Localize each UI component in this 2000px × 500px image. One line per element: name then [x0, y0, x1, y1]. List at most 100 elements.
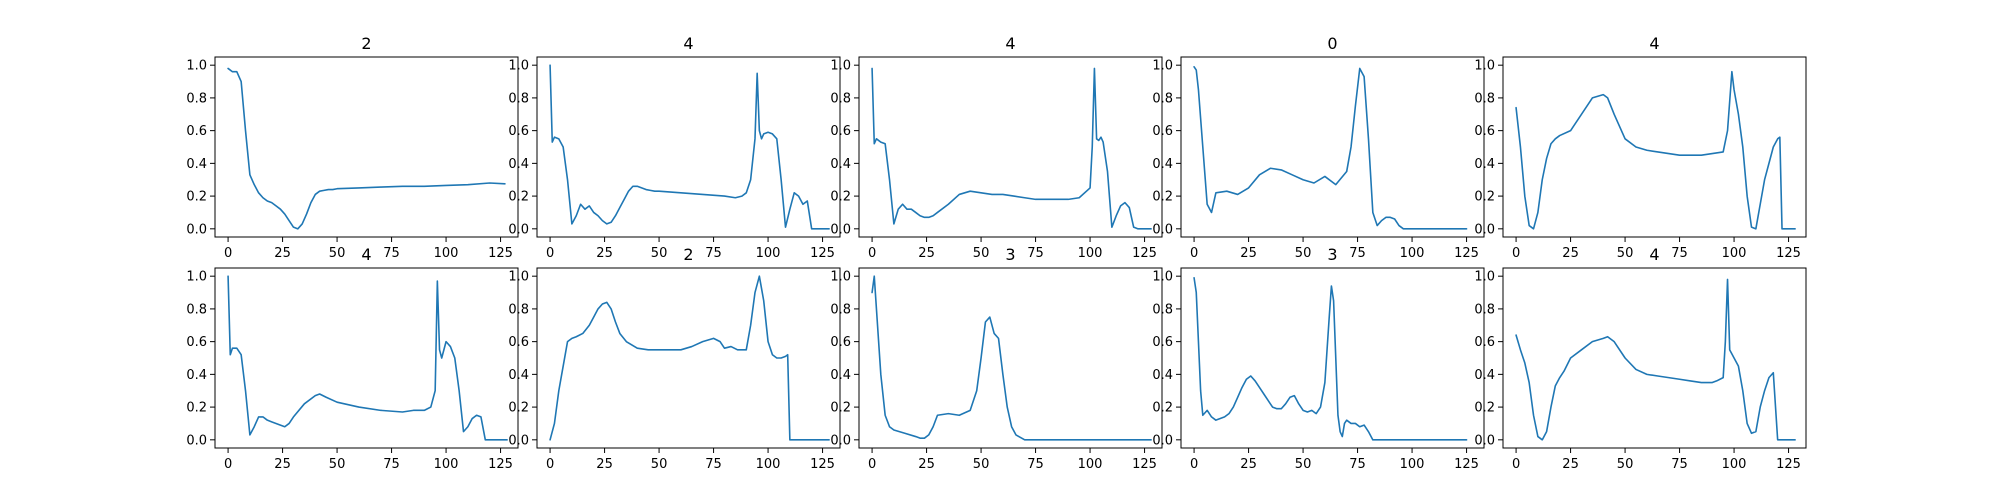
x-tick-label: 100: [1722, 246, 1747, 261]
subplot-title: 0: [1327, 34, 1337, 53]
x-tick-label: 0: [224, 246, 232, 261]
x-tick-label: 25: [274, 246, 291, 261]
series-line: [1515, 278, 1796, 441]
y-tick-label: 0.4: [830, 157, 851, 172]
y-tick-label: 0.2: [1474, 190, 1495, 205]
x-tick-label: 50: [1295, 457, 1312, 472]
subplot-3: 4 0 25 50 75 100 125 0.0 0.2 0.4 0.6 0.8 1.0: [830, 34, 1163, 261]
axes-frame: [214, 267, 519, 449]
x-tick-label: 25: [918, 457, 935, 472]
series-line: [1193, 277, 1468, 441]
subplot-title: 4: [1649, 245, 1659, 264]
y-tick-label: 0.4: [1474, 157, 1495, 172]
y-tick-label: 0.6: [1474, 335, 1495, 350]
y-tick-label: 0.4: [508, 368, 529, 383]
y-tick-label: 0.8: [830, 302, 851, 317]
y-tick-label: 0.6: [508, 335, 529, 350]
x-tick-label: 50: [329, 457, 346, 472]
x-tick-label: 125: [810, 457, 835, 472]
y-tick-label: 1.0: [1152, 59, 1173, 74]
y-tick-label: 0.4: [186, 368, 207, 383]
y-tick-label: 0.0: [1152, 222, 1173, 237]
x-tick-label: 0: [1512, 457, 1520, 472]
x-tick-label: 75: [1349, 246, 1366, 261]
y-tick-label: 0.2: [508, 401, 529, 416]
series-line: [549, 64, 830, 230]
y-tick-label: 0.4: [1152, 157, 1173, 172]
x-tick-label: 25: [1562, 457, 1579, 472]
subplot-title: 4: [683, 34, 693, 53]
y-tick-label: 0.0: [186, 433, 207, 448]
subplot-4: 0 0 25 50 75 100 125 0.0 0.2 0.4 0.6 0.8 1.0: [1152, 34, 1485, 261]
y-tick-label: 0.2: [186, 190, 207, 205]
x-tick-label: 100: [434, 457, 459, 472]
axes-frame: [1502, 56, 1807, 238]
axes-frame: [1502, 267, 1807, 449]
subplot-title: 2: [683, 245, 693, 264]
x-tick-label: 125: [1776, 246, 1801, 261]
x-tick-label: 25: [1562, 246, 1579, 261]
y-tick-label: 1.0: [1474, 270, 1495, 285]
y-tick-label: 0.8: [1152, 302, 1173, 317]
x-tick-label: 125: [488, 457, 513, 472]
y-tick-label: 0.6: [186, 124, 207, 139]
y-tick-label: 0.8: [508, 302, 529, 317]
series-line: [1515, 70, 1796, 230]
y-tick-label: 1.0: [508, 59, 529, 74]
y-tick-label: 0.0: [1152, 433, 1173, 448]
x-tick-label: 125: [810, 246, 835, 261]
x-tick-label: 100: [756, 246, 781, 261]
y-tick-label: 0.0: [1474, 222, 1495, 237]
x-tick-label: 0: [868, 246, 876, 261]
y-tick-label: 0.0: [508, 433, 529, 448]
y-tick-label: 0.6: [508, 124, 529, 139]
subplot-title: 3: [1327, 245, 1337, 264]
x-tick-label: 125: [1454, 457, 1479, 472]
y-tick-label: 0.6: [830, 335, 851, 350]
x-tick-label: 0: [224, 457, 232, 472]
x-tick-label: 125: [1132, 246, 1157, 261]
y-tick-label: 0.8: [186, 91, 207, 106]
y-tick-label: 0.4: [1474, 368, 1495, 383]
x-tick-label: 75: [705, 457, 722, 472]
subplot-9: 3 0 25 50 75 100 125 0.0 0.2 0.4 0.6 0.8 1.0: [1152, 245, 1485, 472]
y-tick-label: 0.4: [508, 157, 529, 172]
y-tick-label: 0.8: [186, 302, 207, 317]
y-tick-label: 0.2: [830, 401, 851, 416]
y-tick-label: 0.0: [508, 222, 529, 237]
x-tick-label: 100: [1078, 246, 1103, 261]
y-tick-label: 0.6: [1474, 124, 1495, 139]
x-tick-label: 125: [488, 246, 513, 261]
y-tick-label: 0.4: [1152, 368, 1173, 383]
subplot-2: 4 0 25 50 75 100 125 0.0 0.2 0.4 0.6 0.8 1.0: [508, 34, 841, 261]
y-tick-label: 0.2: [1152, 190, 1173, 205]
subplot-6: 4 0 25 50 75 100 125 0.0 0.2 0.4 0.6 0.8 1.0: [186, 245, 519, 472]
x-tick-label: 25: [918, 246, 935, 261]
y-tick-label: 0.2: [1474, 401, 1495, 416]
x-tick-label: 25: [1240, 246, 1257, 261]
axes-frame: [214, 56, 519, 238]
subplot-5: 4 0 25 50 75 100 125 0.0 0.2 0.4 0.6 0.8 1.0: [1474, 34, 1807, 261]
x-tick-label: 100: [756, 457, 781, 472]
x-tick-label: 75: [383, 457, 400, 472]
axes-frame: [1180, 56, 1485, 238]
subplot-1: 2 0 25 50 75 100 125 0.0 0.2 0.4 0.6 0.8 1.0: [186, 34, 519, 261]
axes-frame: [536, 56, 841, 238]
x-tick-label: 25: [274, 457, 291, 472]
series-line: [1193, 66, 1468, 230]
y-tick-label: 0.6: [830, 124, 851, 139]
subplot-title: 4: [1005, 34, 1015, 53]
x-tick-label: 0: [1190, 457, 1198, 472]
y-tick-label: 0.6: [1152, 335, 1173, 350]
x-tick-label: 50: [329, 246, 346, 261]
y-tick-label: 1.0: [186, 270, 207, 285]
x-tick-label: 50: [1617, 457, 1634, 472]
x-tick-label: 50: [651, 457, 668, 472]
y-tick-label: 1.0: [186, 59, 207, 74]
series-line: [227, 275, 508, 441]
x-tick-label: 75: [1349, 457, 1366, 472]
x-tick-label: 100: [1078, 457, 1103, 472]
x-tick-label: 75: [1027, 457, 1044, 472]
x-tick-label: 100: [1400, 457, 1425, 472]
